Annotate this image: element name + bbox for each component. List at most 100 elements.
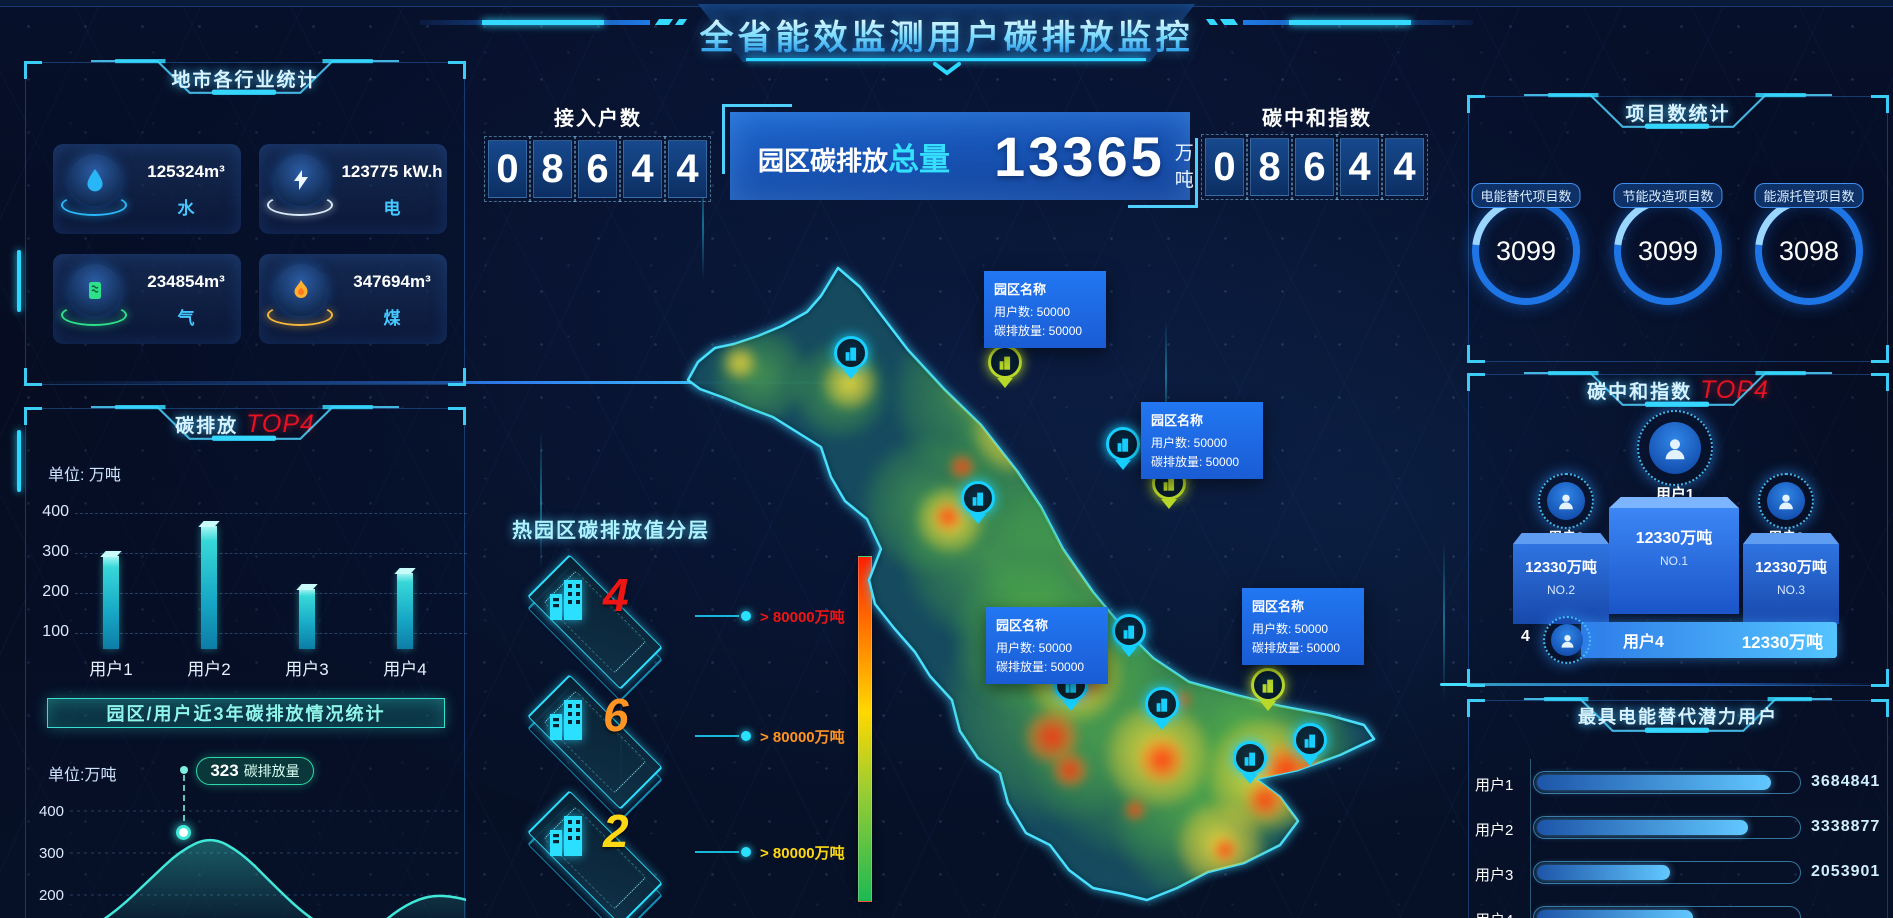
avatar-rank3 bbox=[1758, 473, 1814, 529]
counter-digit: 4 bbox=[1336, 134, 1383, 200]
category-label: 用户2 bbox=[187, 660, 231, 679]
building-icon bbox=[1123, 625, 1134, 639]
map-pin[interactable] bbox=[1233, 741, 1267, 775]
counter-digit: 4 bbox=[664, 136, 711, 202]
bar-fill bbox=[1537, 910, 1693, 918]
building-icon bbox=[845, 347, 856, 361]
stat-card-coal: 347694m³ 煤 bbox=[259, 254, 447, 344]
connector-line bbox=[695, 615, 739, 617]
kpi-total-value: 13365 bbox=[994, 124, 1165, 188]
divider-line bbox=[25, 381, 855, 384]
map-pin[interactable] bbox=[961, 481, 995, 515]
connector-dot bbox=[741, 611, 751, 621]
layer-row: 4 > 80000万吨 bbox=[470, 554, 880, 702]
gridline bbox=[75, 513, 467, 514]
counter-digit: 4 bbox=[1381, 134, 1428, 200]
building-icon bbox=[999, 356, 1010, 370]
potential-row: 用户4 bbox=[1475, 906, 1885, 918]
user-value: 3684841 bbox=[1811, 773, 1881, 790]
podium-face bbox=[1743, 544, 1839, 624]
map-pin[interactable] bbox=[1145, 687, 1179, 721]
stat-label: 煤 bbox=[383, 309, 401, 328]
map-pin[interactable] bbox=[1106, 427, 1140, 461]
title-frame bbox=[1524, 371, 1832, 407]
history-stats-banner[interactable]: 园区/用户近3年碳排放情况统计 bbox=[47, 698, 445, 728]
podium-rank: NO.3 bbox=[1776, 583, 1805, 597]
map-pin[interactable] bbox=[1251, 668, 1285, 702]
project-count: 3099 bbox=[1495, 235, 1557, 266]
header-slash-icon bbox=[1205, 19, 1219, 25]
rank4-bar: 用户4 12330万吨 bbox=[1581, 622, 1837, 658]
layer-threshold: > 80000万吨 bbox=[760, 845, 845, 862]
bar-fill bbox=[1537, 820, 1748, 835]
map-pin[interactable] bbox=[834, 336, 868, 370]
panel-title: 碳排放 TOP4 bbox=[89, 405, 401, 443]
stat-value: 347694m³ bbox=[353, 272, 431, 291]
bar-track bbox=[1533, 816, 1801, 839]
title-frame bbox=[1524, 93, 1832, 129]
panel-title-text: 碳中和指数 bbox=[1587, 381, 1693, 403]
tooltip-dashed-line bbox=[183, 775, 185, 831]
bar-chart-carbon-top4: 400 300 200 100 用户1 用户2 用户3 用户4 bbox=[41, 471, 471, 681]
map-pin[interactable] bbox=[1054, 668, 1088, 702]
panel-title: 地市各行业统计 bbox=[89, 59, 401, 97]
potential-row: 用户2 3338877 bbox=[1475, 816, 1885, 842]
podium-value: 12330万吨 bbox=[1755, 559, 1827, 576]
icon-ring bbox=[61, 194, 127, 216]
avatar-rank4 bbox=[1543, 616, 1591, 664]
panel-title-highlight: TOP4 bbox=[246, 409, 315, 438]
category-label: 用户3 bbox=[285, 660, 329, 679]
header-underline bbox=[746, 58, 1146, 61]
user-icon bbox=[1767, 482, 1805, 520]
header-slash-icon bbox=[674, 19, 688, 25]
stat-value: 125324m³ bbox=[147, 162, 225, 181]
svg-text:200: 200 bbox=[39, 887, 64, 904]
counter-digit: 8 bbox=[1246, 134, 1293, 200]
panel-title: 项目数统计 bbox=[1522, 93, 1834, 131]
rank4-name: 用户4 bbox=[1623, 634, 1664, 651]
project-count-ring: 3099 bbox=[1614, 197, 1722, 305]
bar-track bbox=[1533, 771, 1801, 794]
user-name: 用户1 bbox=[1475, 777, 1514, 794]
map-pin[interactable] bbox=[1152, 466, 1186, 500]
map-pin[interactable] bbox=[1293, 723, 1327, 757]
building-icon bbox=[1156, 698, 1167, 712]
light-beam bbox=[702, 170, 704, 280]
podium-face bbox=[1513, 544, 1609, 624]
project-label: 电能替代项目数 bbox=[1471, 183, 1581, 208]
building-icon bbox=[542, 576, 594, 625]
counter-digit: 8 bbox=[529, 136, 576, 202]
light-beam bbox=[540, 430, 542, 570]
kpi-total-unit: 万吨 bbox=[1174, 143, 1194, 191]
layer-legend-title: 热园区碳排放值分层 bbox=[512, 520, 710, 542]
project-count-ring: 3098 bbox=[1755, 197, 1863, 305]
stat-label: 水 bbox=[177, 199, 195, 218]
panel-title-text: 最具电能替代潜力用户 bbox=[1578, 707, 1778, 727]
trend-peak-marker bbox=[176, 825, 191, 840]
counter-digit: 4 bbox=[619, 136, 666, 202]
panel-title-highlight: TOP4 bbox=[1700, 375, 1769, 404]
layer-count: 6 bbox=[603, 689, 629, 741]
axis-tick-label: 100 bbox=[42, 623, 69, 640]
unit-label: 单位:万吨 bbox=[48, 767, 117, 784]
stat-card-gas: 234854m³ 气 bbox=[53, 254, 241, 344]
tooltip-label: 碳排放量 bbox=[243, 763, 300, 779]
connector-line bbox=[695, 735, 739, 737]
kpi-access-label: 接入户数 bbox=[554, 108, 642, 130]
avatar-rank2 bbox=[1538, 473, 1594, 529]
potential-row: 用户3 2053901 bbox=[1475, 861, 1885, 887]
layer-row: 2 > 80000万吨 bbox=[470, 790, 880, 918]
podium-rank2: 12330万吨 NO.2 bbox=[1513, 533, 1609, 624]
kpi-total-label-highlight: 总量 bbox=[888, 141, 951, 177]
title-frame bbox=[91, 59, 399, 95]
svg-text:400: 400 bbox=[39, 803, 64, 820]
map-pin[interactable] bbox=[1112, 614, 1146, 648]
rank4-value: 12330万吨 bbox=[1741, 632, 1823, 652]
panel-industry-stats: 地市各行业统计 125324m³ 水 123775 kW.h 电 234854m… bbox=[24, 59, 466, 386]
axis-tick-label: 400 bbox=[42, 503, 69, 520]
panel-title-text: 项目数统计 bbox=[1625, 103, 1731, 125]
kpi-total-emission: 园区碳排放总量 13365 万吨 bbox=[722, 104, 1198, 208]
map-pin[interactable] bbox=[988, 345, 1022, 379]
bar-fill bbox=[1537, 865, 1670, 880]
